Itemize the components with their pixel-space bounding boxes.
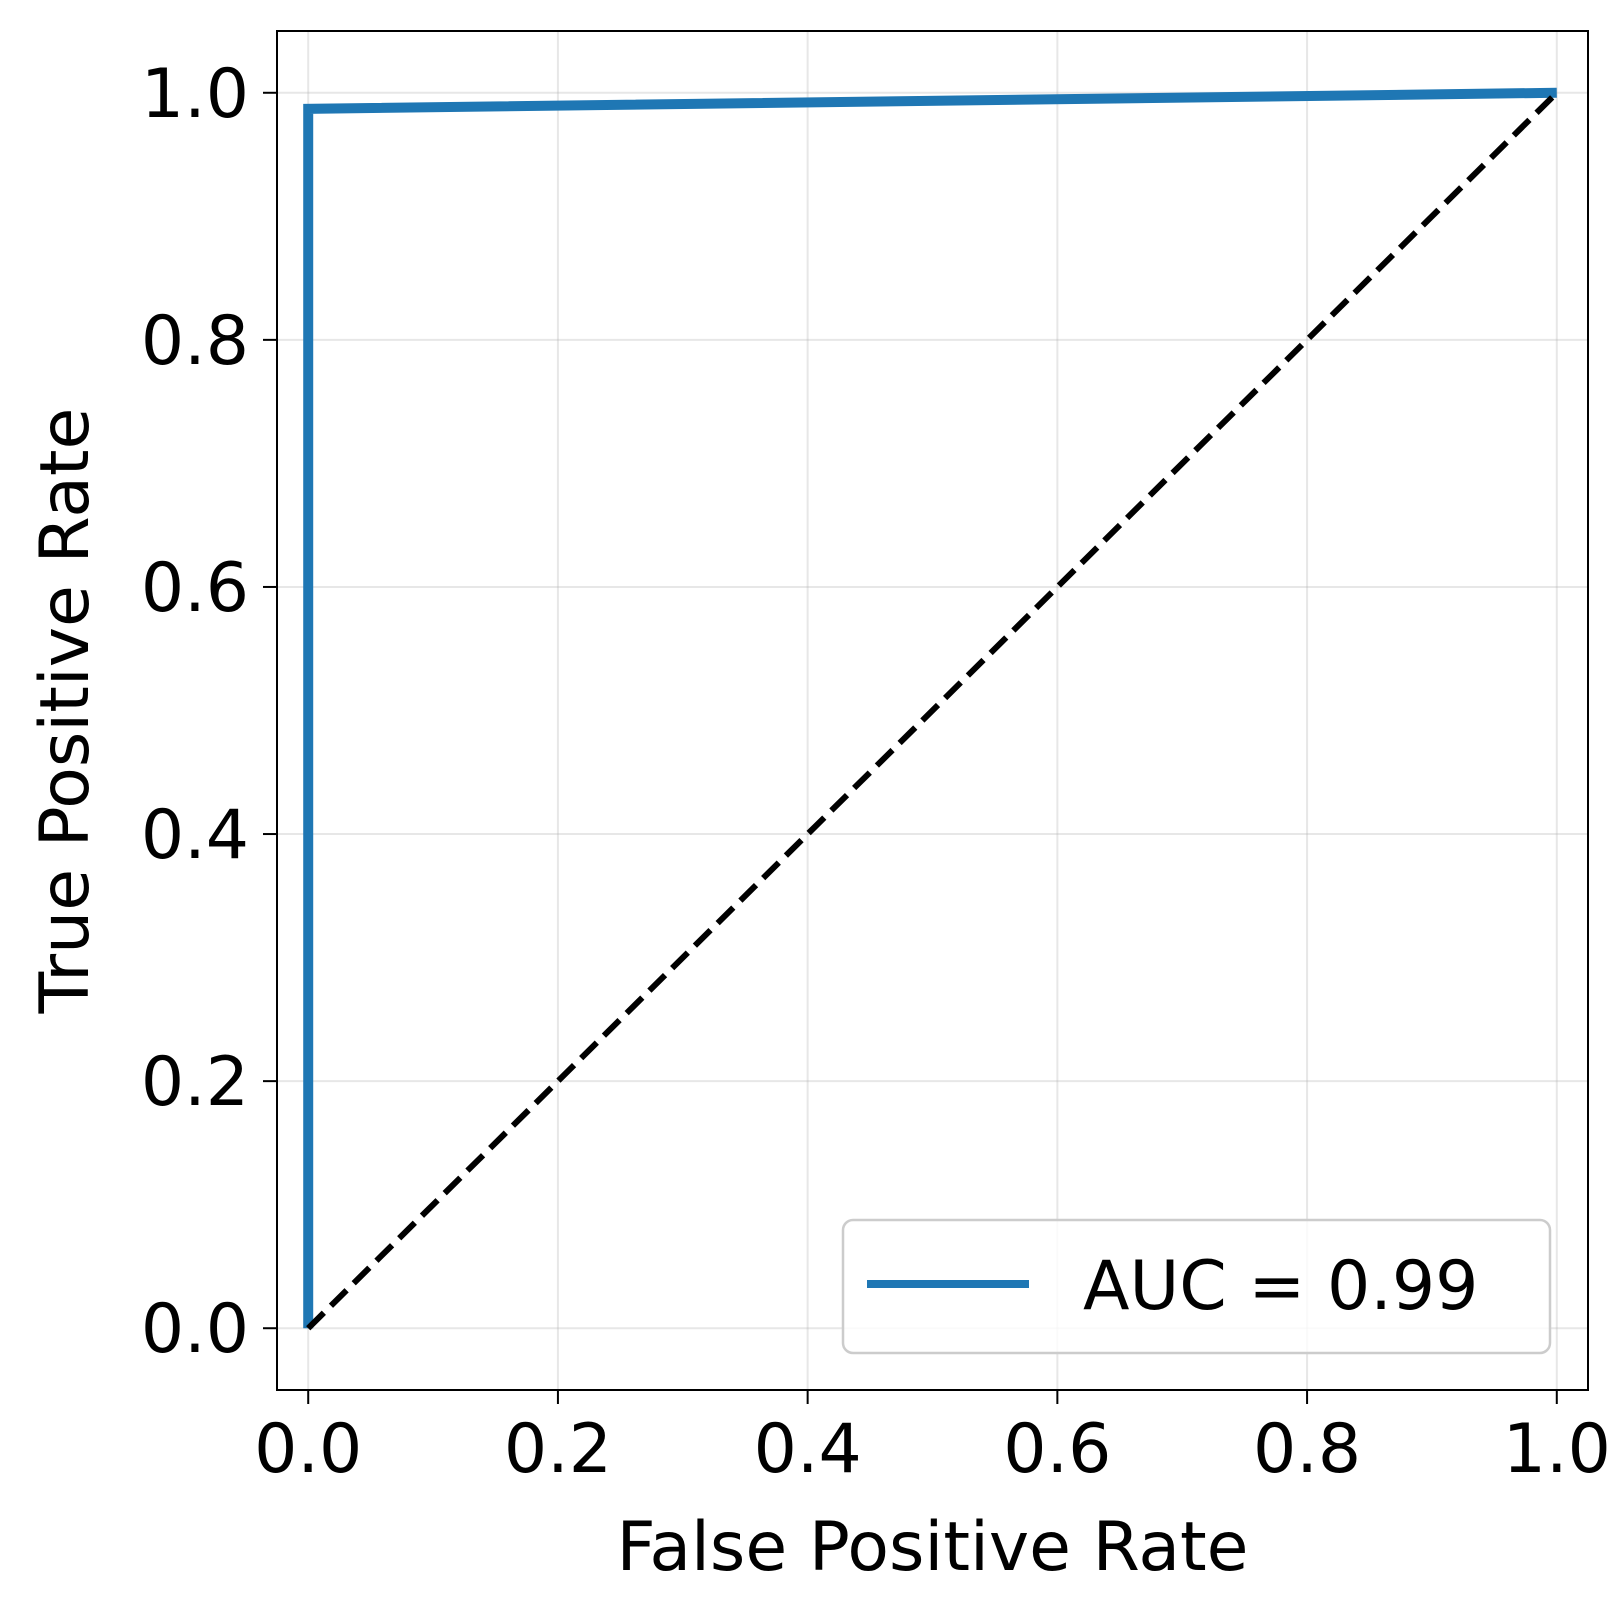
grid xyxy=(277,31,1588,1390)
roc-curve-line xyxy=(303,87,1557,1329)
x-axis-label: False Positive Rate xyxy=(617,1508,1249,1587)
x-tick-label: 0.6 xyxy=(1003,1410,1111,1489)
y-tick-label: 0.6 xyxy=(141,549,249,628)
y-tick-label: 0.2 xyxy=(141,1043,249,1122)
x-tick-label: 0.8 xyxy=(1253,1410,1361,1489)
y-tick-label: 0.8 xyxy=(141,302,249,381)
y-tick-label: 0.0 xyxy=(141,1290,249,1369)
y-axis-label: True Positive Rate xyxy=(26,408,105,1015)
y-tick-label: 1.0 xyxy=(141,55,249,134)
y-tick-label: 0.4 xyxy=(141,796,249,875)
legend-box xyxy=(841,1218,1552,1355)
plot-frame xyxy=(276,30,1589,1391)
x-tick-label: 0.4 xyxy=(754,1410,862,1489)
x-tick-label: 0.2 xyxy=(504,1410,612,1489)
plot-series xyxy=(303,87,1559,1331)
x-tick-label: 1.0 xyxy=(1503,1410,1611,1489)
ticks: 0.0 0.2 0.4 0.6 0.8 1.0 0.0 0.2 0.4 0.6 0.8 1.0 xyxy=(141,55,1611,1489)
x-tick-label: 0.0 xyxy=(254,1410,362,1489)
legend: AUC = 0.99 xyxy=(841,1218,1552,1355)
legend-label: AUC = 0.99 xyxy=(1083,1247,1478,1326)
chance-diagonal-line xyxy=(306,90,1559,1331)
